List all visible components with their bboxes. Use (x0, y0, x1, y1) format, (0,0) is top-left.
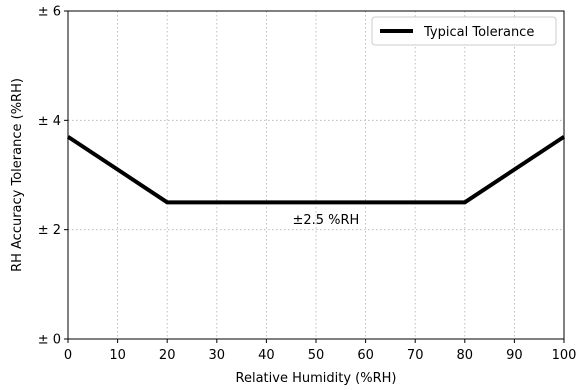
x-tick-label: 70 (407, 348, 424, 363)
tick-layer: 0 10 20 30 40 50 60 70 80 90 100 ± 0 ± 2 ± 4 ± 6 (38, 5, 576, 364)
annotation-label: ±2.5 %RH (292, 213, 359, 228)
grid-layer (67, 10, 565, 340)
annotation-layer: ±2.5 %RH (292, 213, 359, 228)
x-tick-label: 90 (506, 348, 523, 363)
y-tick-label: ± 0 (38, 333, 61, 348)
legend: Typical Tolerance (371, 16, 557, 46)
legend-box (371, 16, 557, 46)
x-tick-label: 80 (457, 348, 474, 363)
y-tick-label: ± 6 (38, 5, 61, 20)
series-layer (66, 135, 566, 205)
x-tick-label: 60 (357, 348, 374, 363)
x-axis-label: Relative Humidity (%RH) (236, 371, 397, 386)
x-tick-label: 30 (209, 348, 226, 363)
x-tick-label: 40 (258, 348, 275, 363)
series-line (66, 135, 566, 205)
x-tick-label: 100 (552, 348, 576, 363)
x-tick-label: 20 (159, 348, 176, 363)
legend-label: Typical Tolerance (423, 25, 534, 40)
y-axis-label: RH Accuracy Tolerance (%RH) (10, 78, 25, 272)
x-tick-label: 0 (64, 348, 72, 363)
x-tick-label: 10 (109, 348, 126, 363)
x-tick-label: 50 (308, 348, 325, 363)
y-tick-label: ± 4 (38, 114, 61, 129)
y-tick-label: ± 2 (38, 223, 61, 238)
